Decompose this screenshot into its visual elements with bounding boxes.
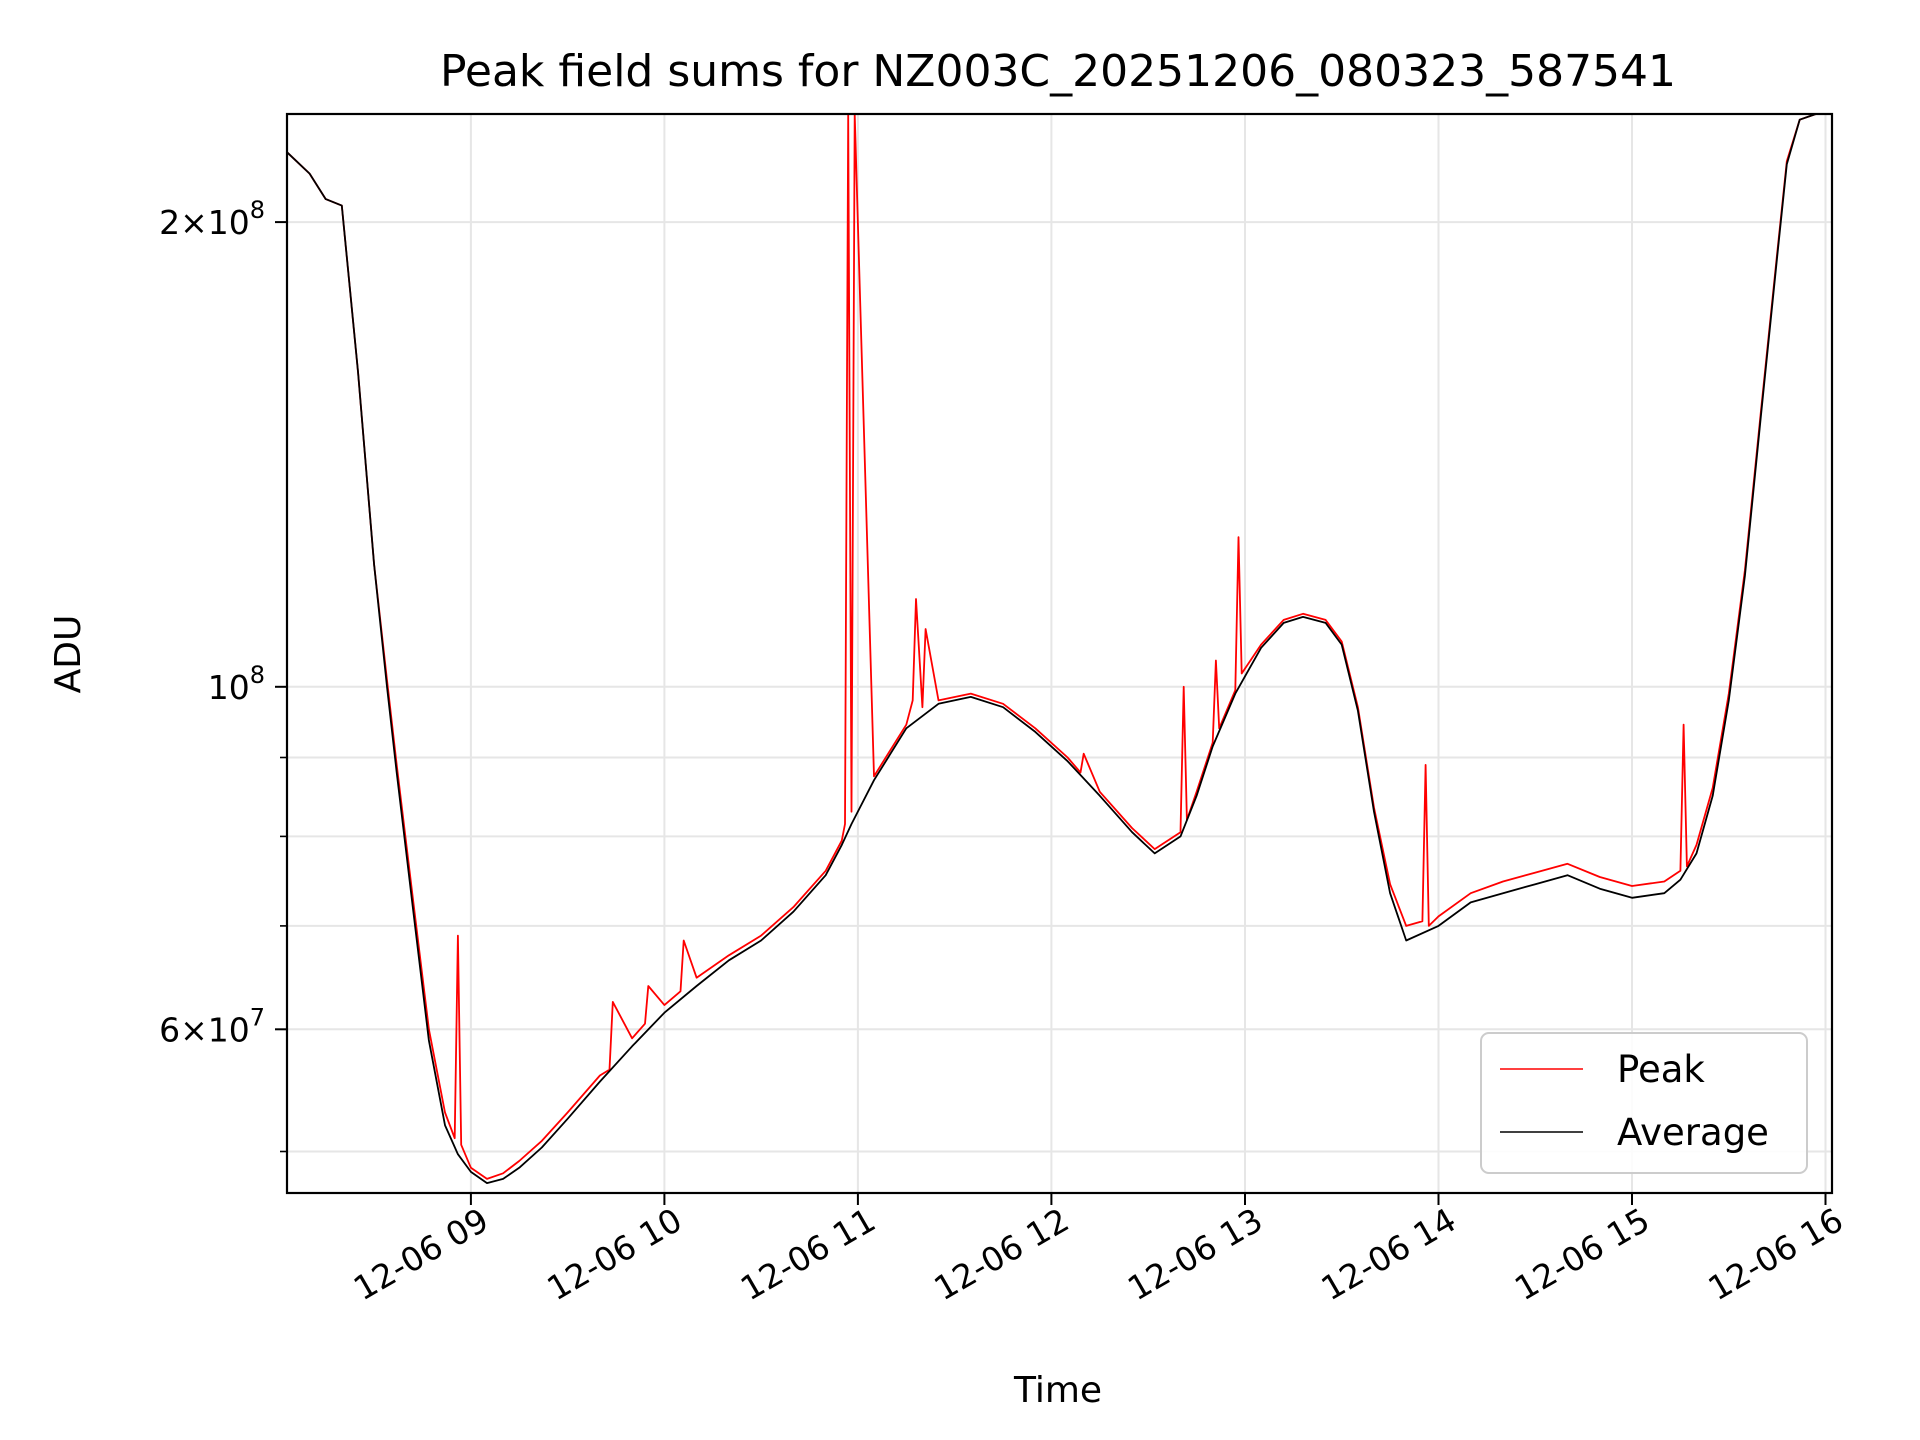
legend: Peak Average [1480, 1032, 1808, 1174]
y-tick-label: 2×108 [159, 196, 265, 242]
y-axis-label: ADU [48, 615, 89, 694]
y-axis: 6×107 108 2×108 [159, 196, 287, 1153]
grid-lines [287, 114, 1832, 1193]
chart-title: Peak field sums for NZ003C_20251206_0803… [440, 46, 1676, 97]
legend-label-peak: Peak [1617, 1048, 1705, 1091]
y-tick-label: 6×107 [159, 1003, 265, 1049]
x-axis-label: Time [1013, 1370, 1102, 1411]
legend-box [1480, 1032, 1808, 1174]
series-line-peak [287, 114, 1832, 1180]
y-tick-label: 108 [208, 661, 265, 707]
plot-frame [285, 112, 1834, 1195]
series-layer [287, 114, 1832, 1184]
legend-label-average: Average [1617, 1111, 1769, 1154]
series-line-average [287, 114, 1832, 1184]
